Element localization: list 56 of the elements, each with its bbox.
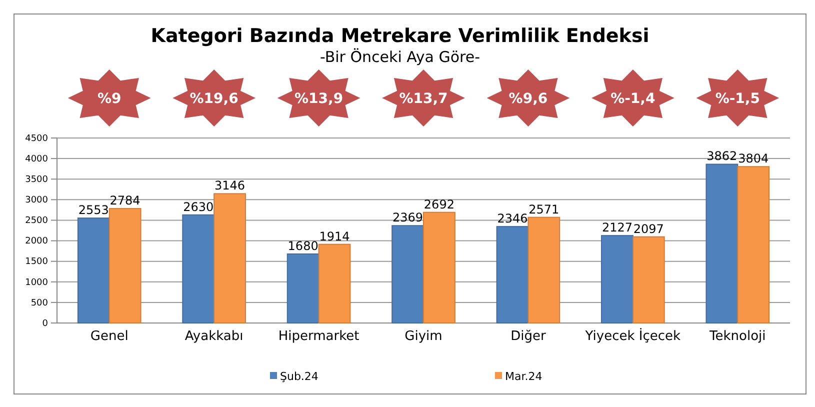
y-tick-label: 2500 bbox=[25, 216, 48, 226]
x-tick-label: Ayakkabı bbox=[184, 329, 244, 344]
bar bbox=[392, 225, 424, 324]
chart-title: Kategori Bazında Metrekare Verimlilik Endeksi bbox=[150, 25, 650, 47]
y-tick-label: 4000 bbox=[25, 154, 48, 164]
y-tick-label: 2000 bbox=[25, 236, 48, 247]
chart-subtitle: -Bir Önceki Aya Göre- bbox=[320, 48, 480, 66]
legend-label: Mar.24 bbox=[505, 370, 542, 383]
bar bbox=[286, 253, 320, 324]
data-label: 2346 bbox=[497, 212, 528, 226]
text: %13,7 bbox=[399, 91, 448, 107]
x-tick-label: Teknoloji bbox=[708, 329, 766, 344]
data-label: 2784 bbox=[110, 194, 140, 208]
data-label: 2692 bbox=[424, 197, 454, 212]
bar bbox=[632, 236, 665, 324]
y-tick-label: 1500 bbox=[25, 257, 48, 268]
data-label: 3862 bbox=[706, 149, 738, 164]
y-tick-label: 4500 bbox=[25, 134, 48, 144]
legend-label: Şub.24 bbox=[280, 370, 318, 383]
x-tick-label: Giyim bbox=[404, 329, 442, 344]
y-tick-label: 3000 bbox=[25, 196, 48, 206]
data-label: 3146 bbox=[214, 178, 246, 193]
bar bbox=[496, 226, 529, 324]
bar bbox=[108, 208, 142, 324]
data-label: 2369 bbox=[392, 210, 424, 225]
data-label: 3804 bbox=[738, 152, 769, 166]
data-label: 2097 bbox=[633, 222, 664, 236]
x-tick-label: Yiyecek İçecek bbox=[584, 328, 682, 344]
text: %19,6 bbox=[190, 91, 238, 107]
text: %-1,5 bbox=[715, 91, 760, 107]
y-tick-label: 500 bbox=[30, 298, 48, 308]
bar bbox=[737, 166, 770, 324]
bar bbox=[601, 235, 634, 324]
x-tick-label: Hipermarket bbox=[278, 329, 360, 344]
bar bbox=[77, 218, 110, 324]
x-tick-label: Diğer bbox=[510, 329, 546, 344]
bar bbox=[318, 244, 351, 324]
text: %9,6 bbox=[508, 91, 548, 107]
data-label: 1914 bbox=[319, 229, 350, 244]
data-label: 2571 bbox=[528, 202, 560, 216]
data-label: 2553 bbox=[78, 203, 109, 218]
data-label: 2127 bbox=[602, 220, 632, 235]
text: %13,9 bbox=[294, 91, 344, 107]
y-tick-label: 0 bbox=[42, 318, 48, 329]
x-tick-label: Genel bbox=[90, 329, 128, 344]
bar bbox=[182, 214, 215, 324]
data-label: 2630 bbox=[183, 200, 214, 214]
bar bbox=[423, 212, 456, 324]
bar bbox=[706, 164, 738, 324]
bar bbox=[214, 193, 246, 324]
bar bbox=[528, 216, 560, 324]
text: %9 bbox=[97, 91, 122, 107]
text: %-1,4 bbox=[610, 91, 656, 107]
y-tick-label: 1000 bbox=[25, 278, 48, 288]
data-label: 1680 bbox=[288, 238, 318, 253]
y-tick-label: 3500 bbox=[25, 174, 48, 185]
